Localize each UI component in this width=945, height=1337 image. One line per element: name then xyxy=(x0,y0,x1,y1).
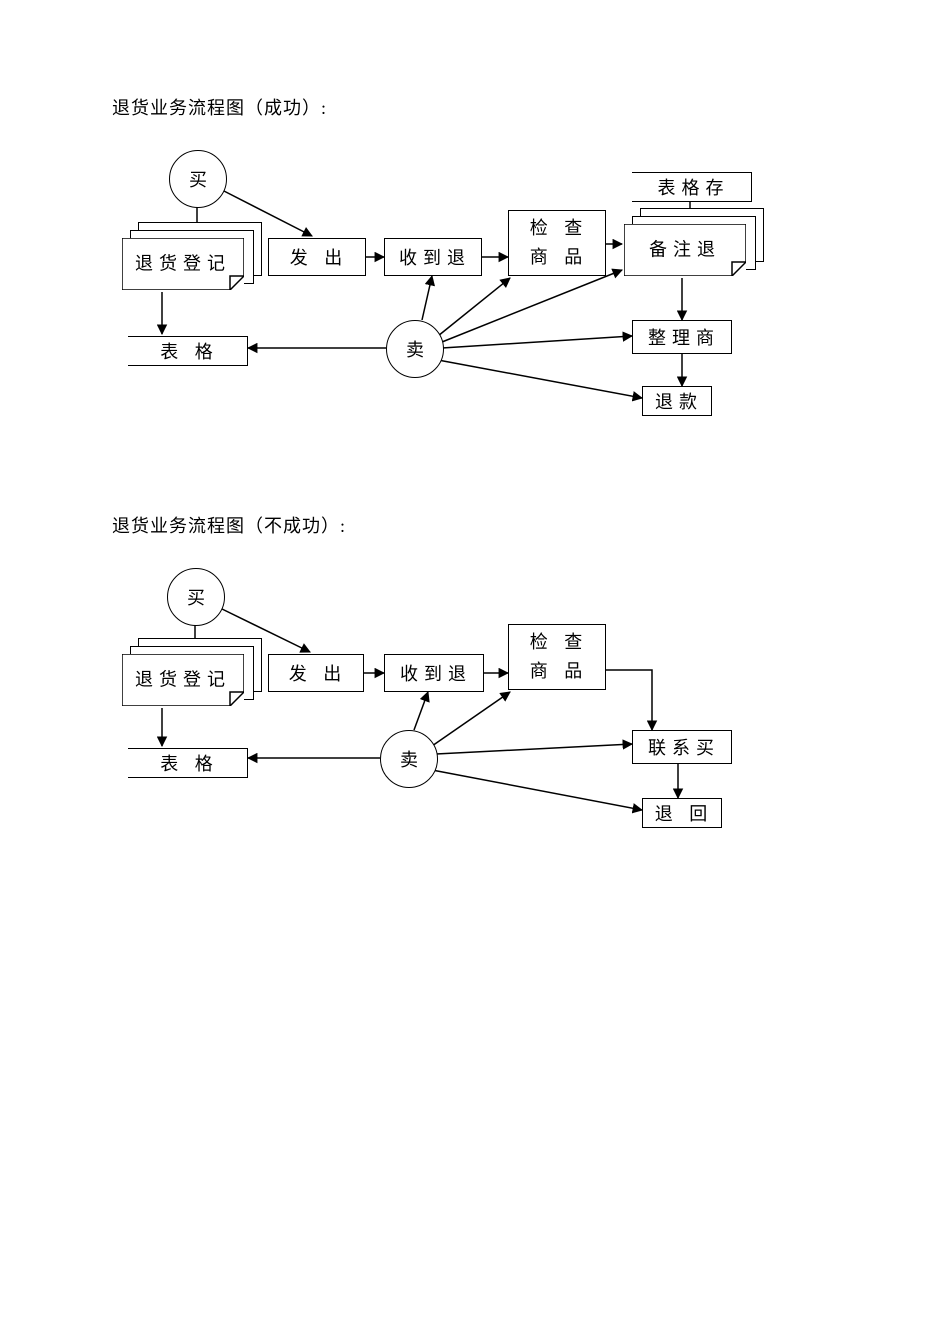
diagram2: 买卖 退货登记表 格 发 出收到退检 查商 品联系买退 回 xyxy=(112,540,832,860)
node-receive: 收到退 xyxy=(384,238,482,276)
node-contact: 联系买 xyxy=(632,730,732,764)
node-register-label: 退货登记 xyxy=(122,666,244,692)
node-send: 发 出 xyxy=(268,238,366,276)
node-store: 表格存 xyxy=(632,172,752,202)
diagram2-title: 退货业务流程图（不成功）: xyxy=(112,512,346,538)
node-check: 检 查商 品 xyxy=(508,210,606,276)
edge-seller-contact xyxy=(436,744,632,754)
edge-seller-return xyxy=(432,770,642,810)
node-send: 发 出 xyxy=(268,654,364,692)
page: 退货业务流程图（成功）: 买卖退货登记备注退表格存表 格发 出收到退检 查商 品… xyxy=(0,0,945,1337)
edge-seller-remark xyxy=(442,270,622,342)
node-remark: 备注退 xyxy=(624,224,746,276)
node-seller: 卖 xyxy=(386,320,444,378)
edge-seller-receive xyxy=(414,692,428,730)
diagram1-title: 退货业务流程图（成功）: xyxy=(112,94,327,120)
node-register: 退货登记 xyxy=(122,238,244,290)
edge-seller-check xyxy=(438,278,510,336)
node-return: 退 回 xyxy=(642,798,722,828)
node-buyer: 买 xyxy=(167,568,225,626)
node-register: 退货登记 xyxy=(122,654,244,706)
node-table: 表 格 xyxy=(128,748,248,778)
node-table: 表 格 xyxy=(128,336,248,366)
node-sort: 整理商 xyxy=(632,320,732,354)
edge-seller-refund xyxy=(438,360,642,398)
node-remark-label: 备注退 xyxy=(624,236,746,262)
edge-check-contact xyxy=(606,670,652,730)
node-refund: 退款 xyxy=(642,386,712,416)
edge-seller-check xyxy=(432,692,510,746)
node-register-label: 退货登记 xyxy=(122,250,244,276)
node-receive: 收到退 xyxy=(384,654,484,692)
edge-seller-sort xyxy=(442,336,632,348)
diagram1: 买卖 退货登记 备注退 表格存表 格 发 出收到退检 查商 品整理商退款 xyxy=(112,120,832,450)
edge-seller-receive xyxy=(422,276,432,320)
node-buyer: 买 xyxy=(169,150,227,208)
node-seller: 卖 xyxy=(380,730,438,788)
node-check: 检 查商 品 xyxy=(508,624,606,690)
